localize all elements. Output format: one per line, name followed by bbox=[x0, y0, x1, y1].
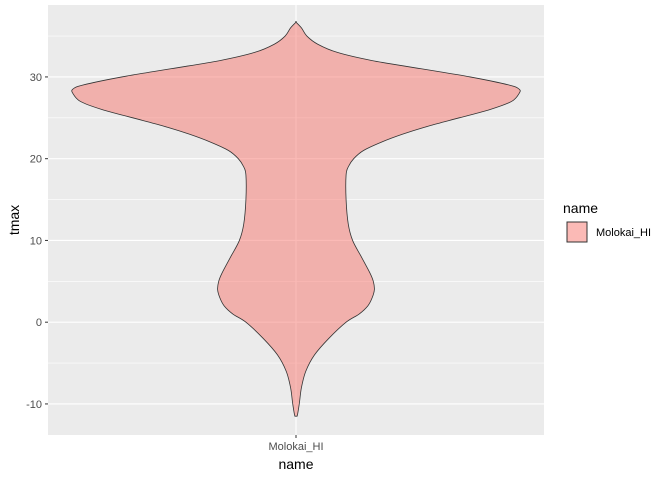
y-tick-label: 0 bbox=[36, 317, 42, 329]
violin-molokai-hi bbox=[71, 21, 521, 417]
legend-label-molokai-hi: Molokai_HI bbox=[596, 227, 651, 239]
x-axis-title: name bbox=[278, 456, 313, 472]
legend: name Molokai_HI bbox=[563, 200, 651, 243]
y-tick-label: 30 bbox=[30, 72, 42, 84]
y-tick-label: 20 bbox=[30, 154, 42, 166]
legend-key-molokai-hi bbox=[566, 221, 588, 243]
legend-title: name bbox=[563, 200, 598, 216]
violin-layer bbox=[71, 21, 521, 417]
x-tick-label: Molokai_HI bbox=[268, 441, 323, 453]
x-axis: Molokai_HI bbox=[268, 435, 324, 453]
y-tick-label: -10 bbox=[26, 399, 42, 411]
y-tick-label: 10 bbox=[30, 235, 42, 247]
y-axis: -10 0 10 20 30 bbox=[26, 72, 48, 411]
y-axis-title: tmax bbox=[6, 205, 22, 235]
